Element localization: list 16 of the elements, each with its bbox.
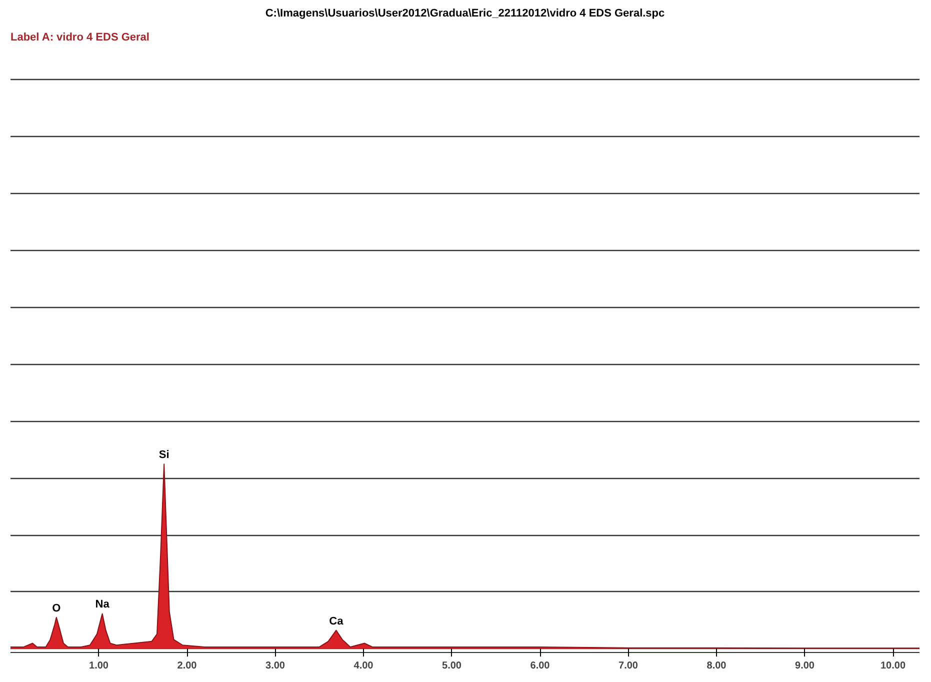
x-tick-label: 5.00 xyxy=(442,660,462,672)
x-tick-label: 2.00 xyxy=(177,660,198,672)
chart-subtitle: Label A: vidro 4 EDS Geral xyxy=(10,32,150,44)
x-tick-label: 4.00 xyxy=(354,660,374,672)
x-tick-label: 3.00 xyxy=(266,660,286,672)
x-tick-label: 7.00 xyxy=(618,660,638,672)
annotation: Na xyxy=(95,598,110,611)
x-tick-label: 1.00 xyxy=(89,660,109,672)
x-tick-label: 8.00 xyxy=(706,660,727,672)
x-tick-label: 10.00 xyxy=(880,660,906,672)
annotation: Si xyxy=(158,449,170,462)
x-tick-label: 6.00 xyxy=(530,660,550,672)
chart-title: C:\Imagens\Usuarios\User2012\Gradua\Eric_22112012\vidro 4 EDS Geral.spc xyxy=(265,8,665,20)
annotation: O xyxy=(52,602,62,614)
annotation: Ca xyxy=(329,615,344,628)
x-tick-label: 9.00 xyxy=(795,660,815,672)
